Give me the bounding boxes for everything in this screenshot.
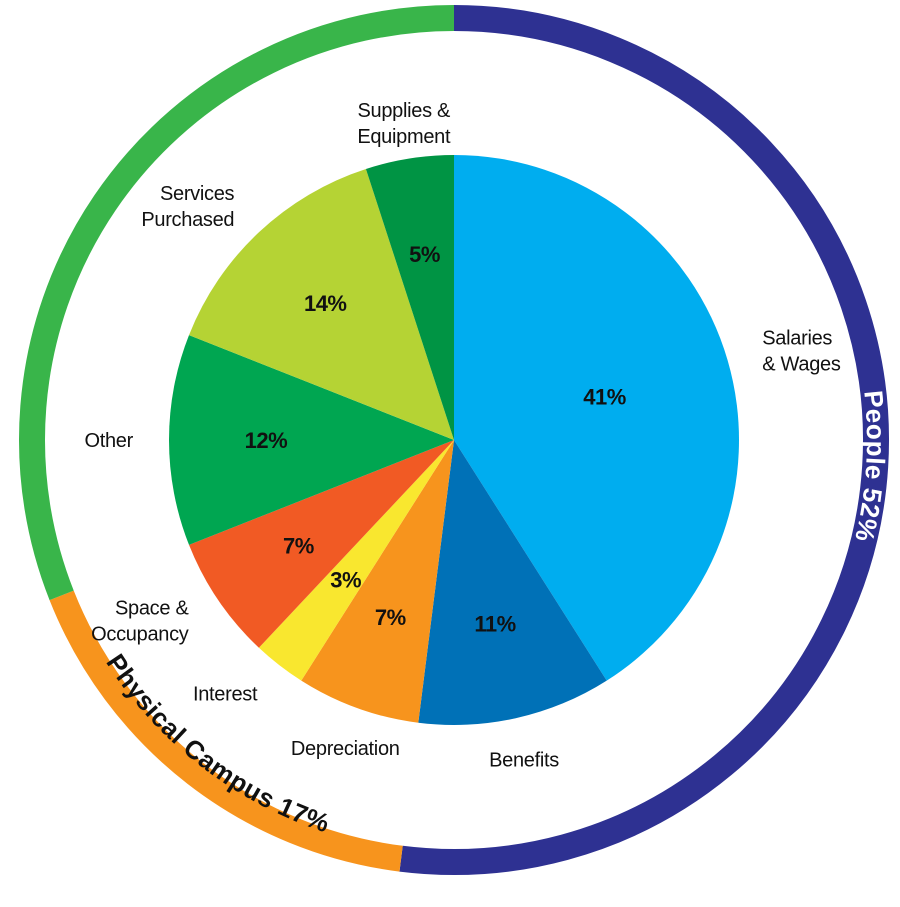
- group-ring-arc: [49, 590, 403, 872]
- pie-slice: [169, 335, 455, 545]
- group-ring-arc: [399, 5, 889, 875]
- slice-category-label: Benefits: [489, 749, 559, 771]
- pie-slice: [258, 440, 454, 681]
- pie-slice: [301, 440, 454, 723]
- pie-slice: [189, 168, 454, 440]
- slice-value-label: 11%: [474, 612, 515, 637]
- group-ring-label: People 52%: [849, 389, 891, 545]
- pie-slice: [418, 440, 607, 725]
- slice-value-label: 14%: [304, 291, 347, 316]
- slice-value-label: 7%: [283, 534, 314, 559]
- pie-slice: [365, 155, 454, 440]
- slice-category-label: Other: [84, 430, 133, 452]
- pie-slice: [454, 155, 739, 681]
- slice-value-label: 7%: [375, 605, 406, 630]
- slice-value-label: 12%: [245, 428, 288, 453]
- pie-slice: [189, 440, 454, 648]
- slice-category-label: Interest: [193, 684, 258, 706]
- slice-value-label: 3%: [330, 568, 361, 593]
- slice-category-label: Supplies & Equipment: [357, 100, 451, 148]
- slice-category-label: Salaries & Wages: [762, 327, 841, 375]
- slice-category-label: Depreciation: [291, 738, 400, 760]
- group-ring-arc: [19, 5, 455, 601]
- slice-value-label: 41%: [583, 384, 626, 409]
- slice-category-label: Services Purchased: [141, 183, 234, 231]
- slice-value-label: 5%: [409, 242, 440, 267]
- slice-category-label: Space & Occupancy: [91, 597, 189, 645]
